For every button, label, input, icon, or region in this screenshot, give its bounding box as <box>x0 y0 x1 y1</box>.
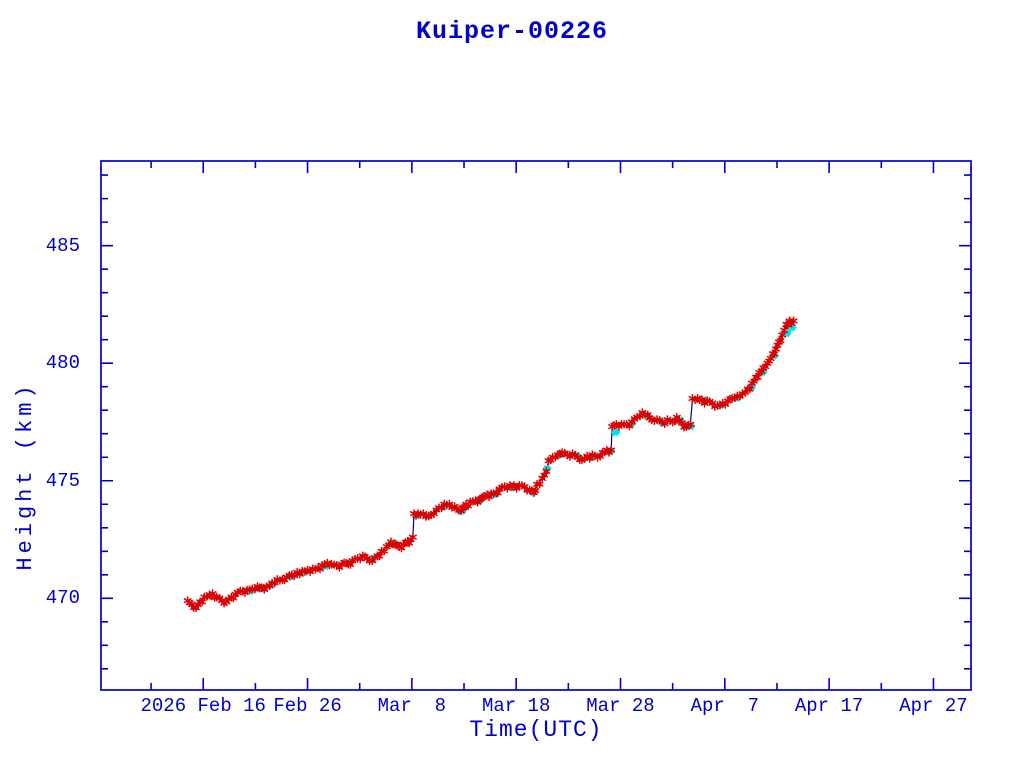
height-track-line <box>187 319 795 609</box>
x-tick-label: Mar 8 <box>377 695 447 717</box>
x-tick-label: Mar 28 <box>586 695 655 717</box>
axis-ticks <box>101 161 971 690</box>
chart-title: Kuiper-00226 <box>415 17 609 46</box>
y-tick-label: 480 <box>45 352 80 375</box>
x-tick-label: Apr 7 <box>690 695 760 717</box>
observation-markers <box>183 316 798 613</box>
y-tick-label: 485 <box>45 234 80 257</box>
x-tick-label: 2026 Feb 16 <box>140 695 266 717</box>
x-tick-label: Feb 26 <box>273 695 342 717</box>
predicted-markers <box>245 323 797 596</box>
x-tick-label: Mar 18 <box>481 695 551 717</box>
plot-frame <box>100 160 972 691</box>
y-tick-label: 475 <box>45 469 80 492</box>
x-axis-title: Time(UTC) <box>469 717 603 743</box>
x-tick-label: Apr 27 <box>899 695 968 717</box>
y-tick-label: 470 <box>45 587 80 610</box>
x-tick-label: Apr 17 <box>794 695 864 717</box>
